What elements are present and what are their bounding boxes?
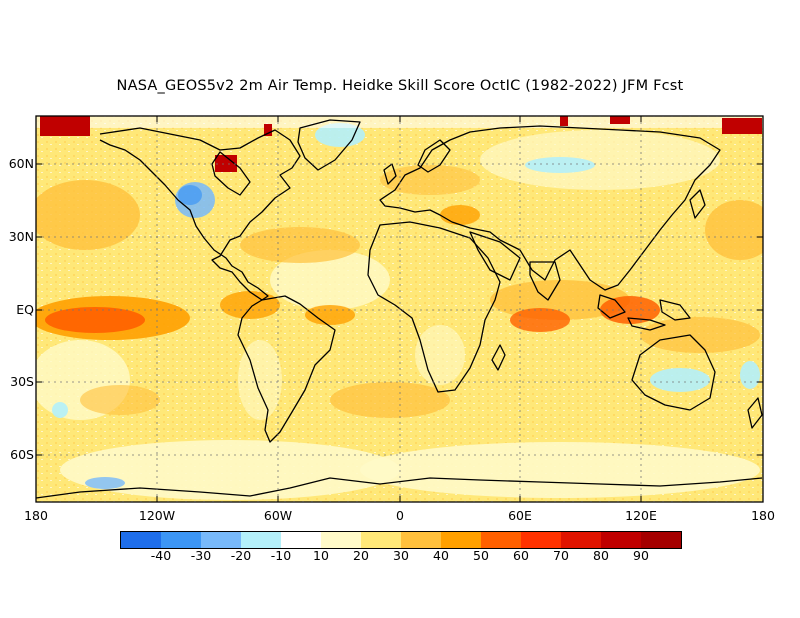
lon-label-180e: 180 xyxy=(751,508,775,523)
colorbar-swatch xyxy=(601,532,641,548)
colorbar-label: 10 xyxy=(313,548,329,563)
axis-ticks xyxy=(36,116,763,502)
lat-label-eq: EQ xyxy=(16,302,34,317)
colorbar-label: -40 xyxy=(150,548,172,563)
lon-label-0: 0 xyxy=(396,508,404,523)
colorbar-label: -30 xyxy=(190,548,212,563)
colorbar-label: 70 xyxy=(553,548,569,563)
colorbar-label: 20 xyxy=(353,548,369,563)
colorbar-swatch xyxy=(121,532,161,548)
colorbar-label: 90 xyxy=(633,548,649,563)
colorbar-swatch xyxy=(281,532,321,548)
gridlines xyxy=(36,116,763,502)
colorbar-swatch xyxy=(201,532,241,548)
lon-label-60w: 60W xyxy=(263,508,293,523)
lon-label-60e: 60E xyxy=(508,508,532,523)
lon-label-120e: 120E xyxy=(625,508,657,523)
lon-label-180w: 180 xyxy=(24,508,48,523)
colorbar-label: 60 xyxy=(513,548,529,563)
colorbar-swatch xyxy=(241,532,281,548)
colorbar xyxy=(120,531,682,549)
colorbar-label: 50 xyxy=(473,548,489,563)
colorbar-swatch xyxy=(401,532,441,548)
colorbar-swatch xyxy=(441,532,481,548)
colorbar-swatch xyxy=(561,532,601,548)
colorbar-swatch xyxy=(321,532,361,548)
lat-label-60s: 60S xyxy=(10,447,34,462)
lat-label-30n: 30N xyxy=(8,229,34,244)
colorbar-label: -20 xyxy=(230,548,252,563)
coastlines xyxy=(35,119,763,499)
colorbar-swatch xyxy=(521,532,561,548)
skill-field xyxy=(36,116,763,502)
colorbar-swatch xyxy=(481,532,521,548)
colorbar-swatch xyxy=(161,532,201,548)
colorbar-swatch xyxy=(361,532,401,548)
lat-label-60n: 60N xyxy=(8,156,34,171)
lat-label-30s: 30S xyxy=(10,374,34,389)
colorbar-label: -10 xyxy=(270,548,292,563)
map-title: NASA_GEOS5v2 2m Air Temp. Heidke Skill S… xyxy=(116,78,684,94)
lon-label-120w: 120W xyxy=(138,508,176,523)
colorbar-label: 30 xyxy=(393,548,409,563)
colorbar-swatch xyxy=(641,532,681,548)
colorbar-label: 80 xyxy=(593,548,609,563)
colorbar-label: 40 xyxy=(433,548,449,563)
